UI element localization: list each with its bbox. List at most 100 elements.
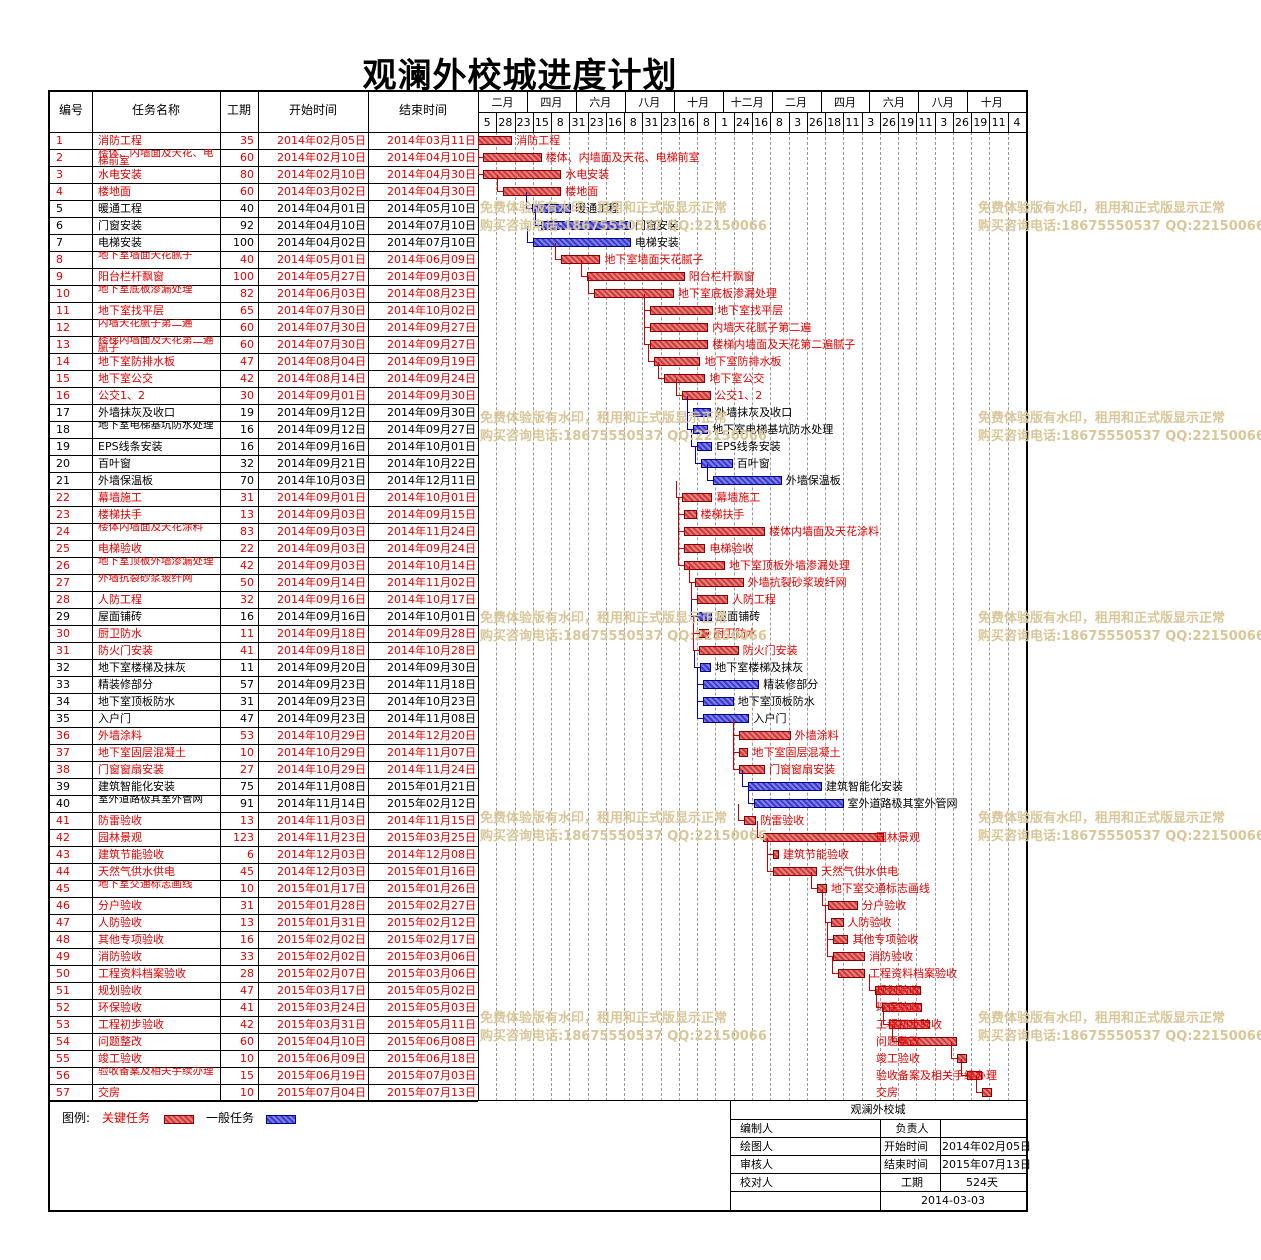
watermark-line1: 免费体验版有水印，租用和正式版显示正常 bbox=[480, 411, 728, 426]
task-duration: 60 bbox=[240, 151, 254, 164]
timescale-gridline bbox=[624, 132, 626, 1101]
critical-task-bar bbox=[683, 544, 706, 553]
normal-task-bar bbox=[696, 612, 713, 621]
task-duration: 16 bbox=[240, 610, 254, 623]
timescale-gridline bbox=[496, 132, 498, 1101]
dependency-line bbox=[831, 957, 833, 974]
dependency-line bbox=[692, 634, 694, 651]
task-name: 园林景观 bbox=[98, 831, 142, 844]
table-row-line bbox=[50, 234, 478, 235]
dependency-line bbox=[766, 838, 768, 855]
dependency-line bbox=[648, 361, 655, 362]
task-start: 2014年09月18日 bbox=[277, 644, 366, 657]
task-id: 46 bbox=[56, 899, 70, 912]
task-end: 2014年03月11日 bbox=[387, 134, 476, 147]
dependency-line bbox=[643, 344, 650, 345]
dependency-line bbox=[742, 786, 749, 787]
task-bar-label: 地下室顶板外墙渗漏处理 bbox=[728, 559, 850, 572]
task-end: 2014年09月19日 bbox=[387, 355, 476, 368]
task-name: 入户门 bbox=[98, 712, 131, 725]
task-name: 幕墙施工 bbox=[98, 491, 142, 504]
watermark-line2: 购买咨询电话:18675550537 QQ:22150066 bbox=[978, 219, 1261, 234]
task-bar-label: 楼梯内墙面及天花第二遍腻子 bbox=[712, 338, 856, 351]
dependency-line bbox=[648, 345, 650, 362]
task-name: 外墙抹灰及收口 bbox=[98, 406, 175, 419]
legend-critical-label: 关键任务 bbox=[102, 1111, 151, 1125]
task-id: 44 bbox=[56, 865, 70, 878]
task-duration: 13 bbox=[240, 814, 254, 827]
timescale-month: 六月 bbox=[589, 96, 612, 109]
task-bar-label: 消防工程 bbox=[516, 134, 561, 147]
task-end: 2014年10月01日 bbox=[387, 610, 476, 623]
dependency-line bbox=[882, 1024, 889, 1025]
timescale-month: 十二月 bbox=[730, 96, 764, 109]
task-duration: 16 bbox=[240, 933, 254, 946]
task-name: 人防工程 bbox=[98, 593, 142, 606]
dependency-line bbox=[534, 209, 536, 226]
timescale-gridline bbox=[514, 132, 516, 1101]
task-id: 48 bbox=[56, 933, 70, 946]
timescale-day-divider bbox=[971, 112, 973, 132]
dependency-line bbox=[961, 1075, 968, 1076]
dependency-line bbox=[748, 787, 750, 804]
dependency-line bbox=[697, 684, 704, 685]
task-bar-label: 屋面铺砖 bbox=[716, 610, 761, 623]
task-bar-label: 公交1、2 bbox=[715, 389, 763, 402]
timescale-gridline bbox=[752, 132, 753, 1101]
info-duration-value: 524天 bbox=[966, 1176, 998, 1189]
timescale-day-divider bbox=[587, 112, 589, 132]
timescale-month-divider bbox=[526, 92, 528, 112]
timescale-month-divider bbox=[771, 92, 773, 112]
task-bar-label: 防雷验收 bbox=[760, 814, 805, 827]
task-duration: 123 bbox=[233, 831, 254, 844]
dependency-line bbox=[677, 498, 679, 515]
task-id: 37 bbox=[56, 746, 70, 759]
timescale-gridline bbox=[934, 132, 936, 1101]
task-end: 2014年09月27日 bbox=[387, 321, 476, 334]
task-duration: 60 bbox=[240, 338, 254, 351]
watermark-line1: 免费体验版有水印，租用和正式版显示正常 bbox=[480, 1011, 728, 1026]
task-end: 2014年11月24日 bbox=[387, 525, 476, 538]
task-bar-label: 工程资料档案验收 bbox=[869, 967, 958, 980]
task-start: 2014年09月01日 bbox=[277, 389, 366, 402]
task-id: 11 bbox=[56, 304, 70, 317]
timescale-gridline bbox=[898, 132, 900, 1101]
timescale-gridline bbox=[879, 132, 881, 1101]
timescale-day-divider bbox=[916, 112, 918, 132]
critical-task-bar bbox=[649, 323, 709, 332]
watermark-line1: 免费体验版有水印，租用和正式版显示正常 bbox=[978, 811, 1226, 826]
task-start: 2014年09月12日 bbox=[277, 423, 366, 436]
dependency-line bbox=[875, 1007, 882, 1008]
timescale-month: 二月 bbox=[491, 96, 514, 109]
task-end: 2015年06月18日 bbox=[387, 1052, 476, 1065]
table-row-line bbox=[50, 149, 478, 150]
dependency-line bbox=[496, 191, 503, 192]
task-bar-label: 外墙抗裂砂浆玻纤网 bbox=[747, 576, 847, 589]
info-date: 2014-03-03 bbox=[921, 1194, 985, 1207]
timescale-gridline bbox=[916, 132, 918, 1101]
task-bar-label: 地下室交通标志画线 bbox=[830, 882, 930, 895]
task-end: 2014年07月10日 bbox=[387, 219, 476, 232]
table-row-line bbox=[50, 897, 478, 898]
timescale-gridline bbox=[952, 132, 954, 1101]
task-end: 2014年10月28日 bbox=[387, 644, 476, 657]
dependency-line bbox=[677, 531, 684, 532]
task-start: 2014年09月23日 bbox=[277, 695, 366, 708]
dependency-line bbox=[697, 701, 704, 702]
legend-normal-swatch bbox=[266, 1115, 296, 1124]
task-id: 26 bbox=[56, 559, 70, 572]
dependency-line bbox=[587, 293, 594, 294]
task-start: 2014年09月23日 bbox=[277, 678, 366, 691]
dependency-line bbox=[831, 973, 838, 974]
watermark-line2: 购买咨询电话:18675550537 QQ:22150066 bbox=[480, 219, 767, 234]
task-id: 43 bbox=[56, 848, 70, 861]
task-bar-label: 楼梯扶手 bbox=[700, 508, 745, 521]
timescale-gridline bbox=[770, 132, 772, 1101]
task-name: 百叶窗 bbox=[98, 457, 131, 470]
task-name: 问题整改 bbox=[98, 1035, 142, 1048]
task-name: 精装修部分 bbox=[98, 678, 153, 691]
table-column-line bbox=[92, 92, 93, 1101]
task-bar-label: 地下室顶板防水 bbox=[737, 695, 815, 708]
info-end-value: 2015年07月13日 bbox=[942, 1158, 1031, 1171]
dependency-line bbox=[690, 599, 697, 600]
